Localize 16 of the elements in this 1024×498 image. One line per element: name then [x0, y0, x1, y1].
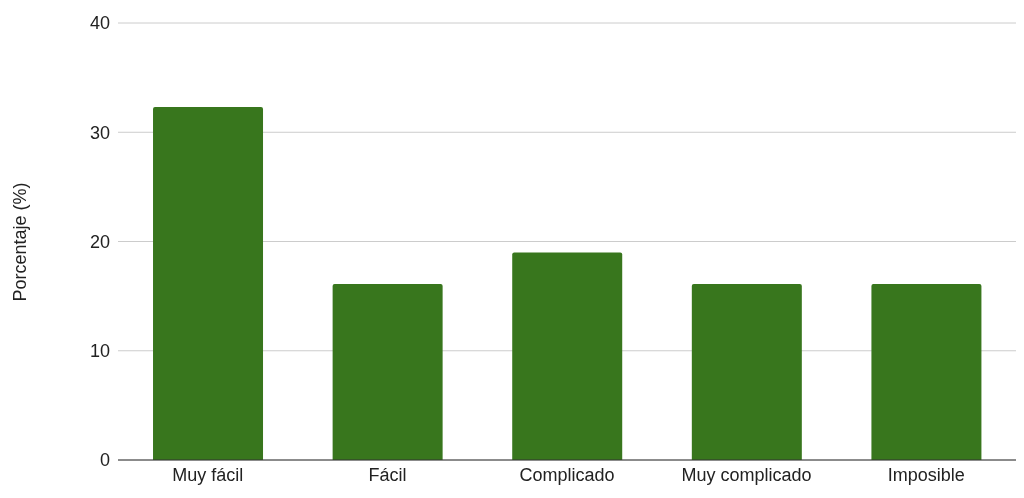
y-axis-title: Porcentaje (%): [10, 182, 31, 302]
y-tick-label: 20: [89, 231, 110, 252]
y-tick-label: 0: [99, 450, 110, 471]
bar: [871, 284, 982, 460]
x-tick-label: Imposible: [887, 464, 965, 485]
bar: [153, 107, 264, 460]
y-tick-label: 30: [89, 122, 110, 143]
x-tick-label: Muy complicado: [681, 464, 812, 485]
y-tick-label: 10: [89, 341, 110, 362]
x-tick-label: Complicado: [519, 464, 615, 485]
x-tick-label: Muy fácil: [172, 464, 244, 485]
bar: [691, 284, 802, 460]
y-tick-label: 40: [89, 13, 110, 34]
bar: [512, 252, 623, 460]
x-tick-label: Fácil: [368, 464, 407, 485]
bar: [332, 284, 443, 460]
